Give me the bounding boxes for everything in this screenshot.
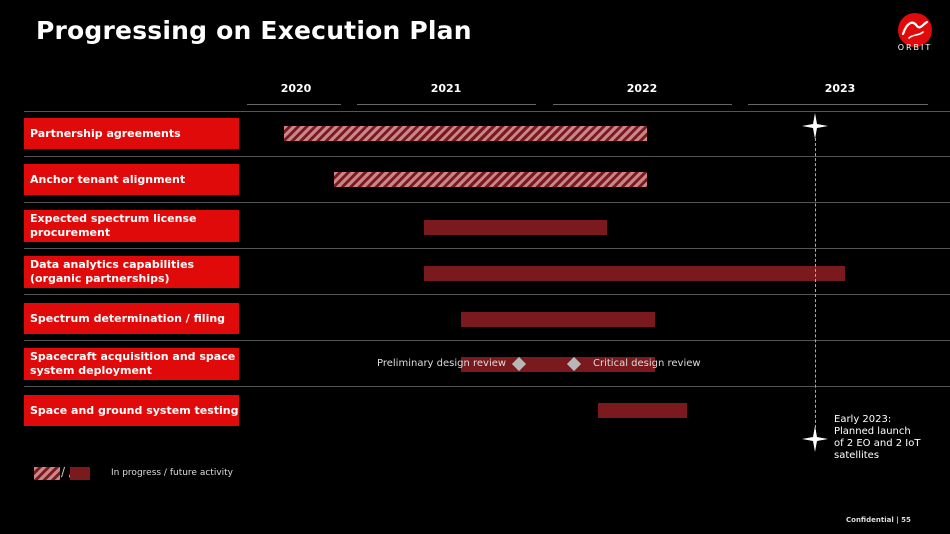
row-label-partnership-agreements: Partnership agreements	[24, 118, 239, 149]
page-title: Progressing on Execution Plan	[36, 16, 472, 45]
year-underline	[748, 104, 928, 105]
legend-solid-swatch	[70, 467, 90, 480]
bar-system-testing	[598, 403, 687, 418]
row-divider	[24, 156, 950, 157]
milestone-label-preliminary: Preliminary design review	[377, 358, 507, 369]
year-2023: 2023	[824, 82, 856, 95]
bar-partnership-agreements	[284, 126, 647, 141]
milestone-label-critical: Critical design review	[593, 358, 701, 369]
sparkle-star-icon	[802, 113, 828, 139]
row-divider	[24, 294, 950, 295]
year-underline	[247, 104, 341, 105]
row-label-spectrum-determination: Spectrum determination / filing	[24, 303, 239, 334]
row-divider	[24, 386, 950, 387]
year-2021: 2021	[430, 82, 462, 95]
row-label-spectrum-license-procurement: Expected spectrum license procurement	[24, 210, 239, 242]
row-divider	[24, 248, 950, 249]
row-divider	[24, 202, 950, 203]
year-underline	[553, 104, 732, 105]
footer-confidential: Confidential | 55	[846, 516, 911, 524]
row-label-data-analytics: Data analytics capabilities (organic par…	[24, 256, 239, 288]
bar-spectrum-determination	[461, 312, 655, 327]
legend-hatched-swatch	[34, 467, 60, 480]
legend-slash: / /	[61, 465, 73, 479]
year-2022: 2022	[626, 82, 658, 95]
row-label-anchor-tenant-alignment: Anchor tenant alignment	[24, 164, 239, 195]
virgin-logo-icon	[898, 13, 932, 47]
year-2020: 2020	[280, 82, 312, 95]
launch-dashed-line	[815, 138, 816, 438]
header-divider	[24, 111, 950, 112]
row-divider	[24, 340, 950, 341]
bar-spacecraft-acquisition	[461, 357, 655, 372]
row-label-spacecraft-acquisition: Spacecraft acquisition and space system …	[24, 348, 239, 380]
logo-wordmark: ORBIT	[897, 43, 933, 52]
sparkle-star-icon	[802, 426, 828, 452]
launch-annotation: Early 2023: Planned launch of 2 EO and 2…	[834, 414, 921, 461]
bar-spectrum-license-procurement	[424, 220, 607, 235]
bar-anchor-tenant-alignment	[334, 172, 647, 187]
row-label-system-testing: Space and ground system testing	[24, 395, 239, 426]
legend-text: In progress / future activity	[111, 468, 234, 478]
year-underline	[357, 104, 536, 105]
bar-data-analytics	[424, 266, 845, 281]
